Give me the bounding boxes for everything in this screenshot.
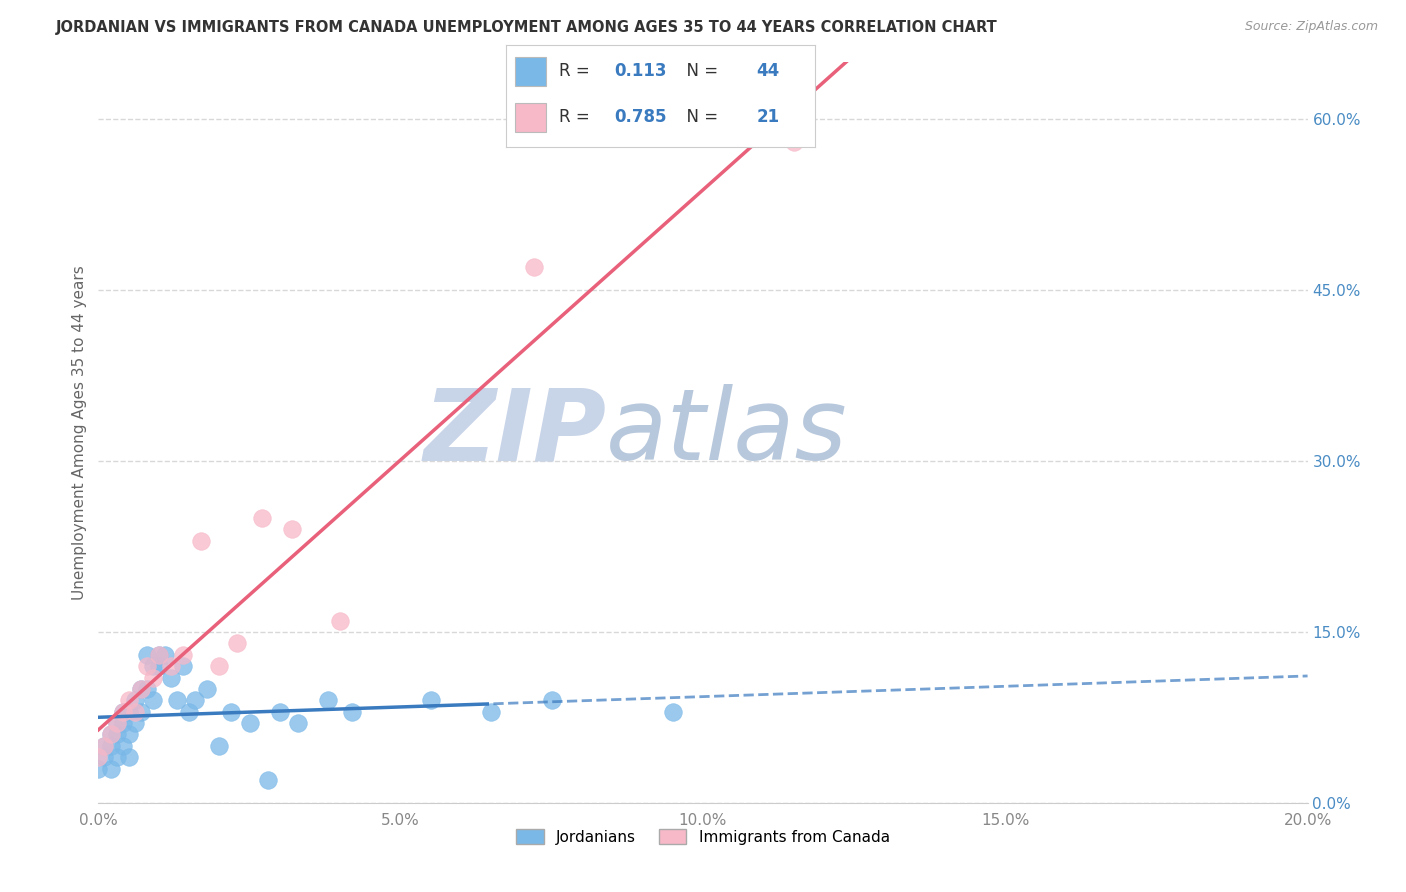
Point	[316, 693, 339, 707]
Text: atlas: atlas	[606, 384, 848, 481]
Text: R =: R =	[558, 109, 595, 127]
Point	[93, 739, 115, 753]
Point	[523, 260, 546, 275]
Point	[124, 705, 146, 719]
Point	[111, 716, 134, 731]
Point	[287, 716, 309, 731]
Point	[190, 533, 212, 548]
Legend: Jordanians, Immigrants from Canada: Jordanians, Immigrants from Canada	[510, 822, 896, 851]
Text: ZIP: ZIP	[423, 384, 606, 481]
Point	[540, 693, 562, 707]
Point	[160, 671, 183, 685]
Point	[142, 693, 165, 707]
Point	[166, 693, 188, 707]
Point	[148, 659, 170, 673]
Text: 0.113: 0.113	[614, 62, 666, 79]
Text: 0.785: 0.785	[614, 109, 666, 127]
Point	[142, 659, 165, 673]
Point	[93, 750, 115, 764]
Point	[129, 681, 152, 696]
Point	[118, 750, 141, 764]
Point	[239, 716, 262, 731]
Text: JORDANIAN VS IMMIGRANTS FROM CANADA UNEMPLOYMENT AMONG AGES 35 TO 44 YEARS CORRE: JORDANIAN VS IMMIGRANTS FROM CANADA UNEM…	[56, 20, 998, 35]
FancyBboxPatch shape	[516, 57, 547, 86]
Point	[148, 648, 170, 662]
Text: 21: 21	[756, 109, 780, 127]
FancyBboxPatch shape	[516, 103, 547, 132]
Point	[153, 648, 176, 662]
Point	[87, 750, 110, 764]
Point	[129, 681, 152, 696]
Point	[100, 727, 122, 741]
Point	[93, 739, 115, 753]
Point	[124, 693, 146, 707]
Point	[208, 739, 231, 753]
Point	[329, 614, 352, 628]
Text: Source: ZipAtlas.com: Source: ZipAtlas.com	[1244, 20, 1378, 33]
Point	[142, 671, 165, 685]
Point	[129, 705, 152, 719]
Point	[342, 705, 364, 719]
Point	[172, 659, 194, 673]
Text: 44: 44	[756, 62, 780, 79]
Point	[783, 135, 806, 149]
Point	[160, 659, 183, 673]
Point	[105, 716, 128, 731]
Point	[226, 636, 249, 650]
Point	[118, 705, 141, 719]
Point	[100, 739, 122, 753]
Point	[420, 693, 443, 707]
Point	[118, 727, 141, 741]
Point	[221, 705, 243, 719]
Point	[184, 693, 207, 707]
Point	[100, 762, 122, 776]
Point	[661, 705, 683, 719]
Point	[118, 693, 141, 707]
Text: R =: R =	[558, 62, 595, 79]
Point	[269, 705, 291, 719]
Point	[135, 659, 157, 673]
Point	[105, 750, 128, 764]
Point	[111, 739, 134, 753]
Point	[179, 705, 201, 719]
Point	[111, 705, 134, 719]
Text: N =: N =	[676, 62, 724, 79]
Point	[250, 511, 273, 525]
Point	[135, 681, 157, 696]
Point	[208, 659, 231, 673]
Point	[87, 762, 110, 776]
Y-axis label: Unemployment Among Ages 35 to 44 years: Unemployment Among Ages 35 to 44 years	[72, 265, 87, 600]
Point	[105, 727, 128, 741]
Text: N =: N =	[676, 109, 724, 127]
Point	[105, 716, 128, 731]
Point	[148, 648, 170, 662]
Point	[281, 523, 304, 537]
Point	[172, 648, 194, 662]
Point	[256, 772, 278, 787]
Point	[481, 705, 503, 719]
Point	[135, 648, 157, 662]
Point	[195, 681, 218, 696]
Point	[100, 727, 122, 741]
Point	[111, 705, 134, 719]
Point	[124, 716, 146, 731]
